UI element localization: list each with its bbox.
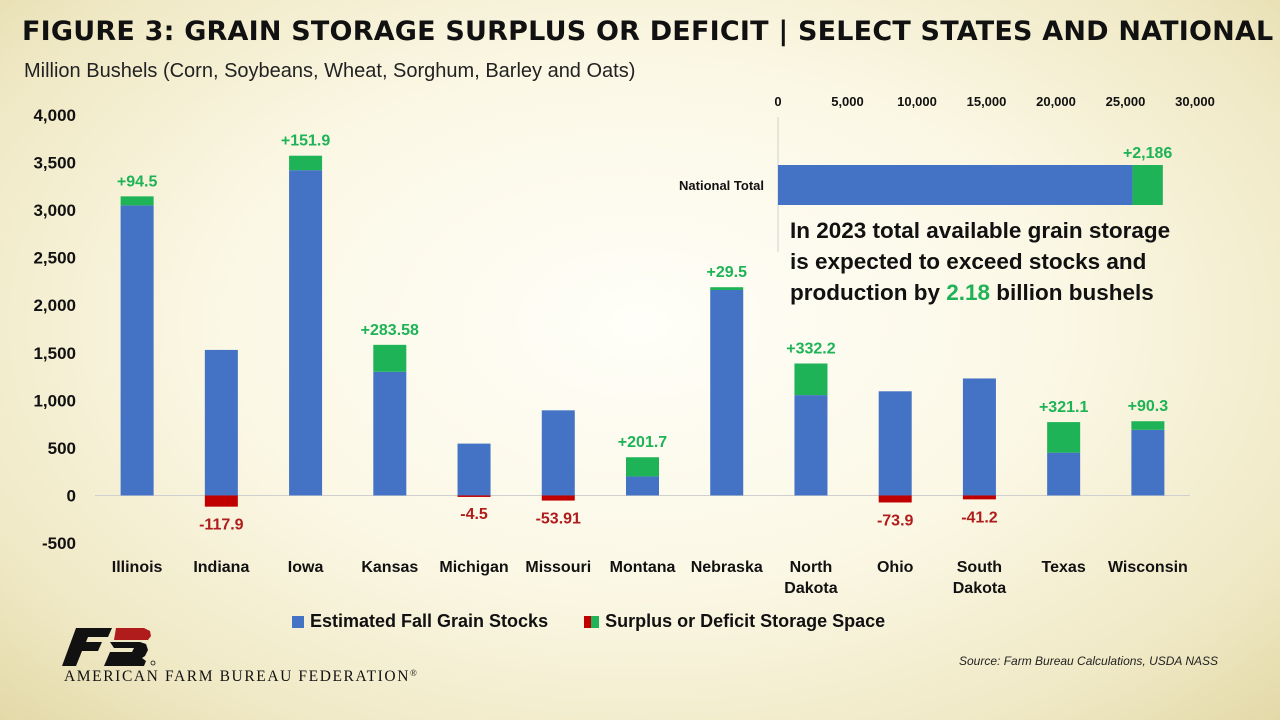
y-tick-label: 3,500: [33, 154, 76, 173]
x-tick-label-indiana: Indiana: [193, 559, 249, 576]
inset-x-tick-label: 15,000: [967, 94, 1007, 109]
inset-x-tick-label: 10,000: [897, 94, 937, 109]
y-tick-label: 2,500: [33, 249, 76, 268]
callout-text: In 2023 total available grain storage is…: [790, 215, 1220, 308]
y-tick-label: 1,000: [33, 391, 76, 410]
callout-line-2: is expected to exceed stocks and: [790, 249, 1147, 274]
x-tick-label-illinois: Illinois: [112, 559, 163, 576]
chart-legend: Estimated Fall Grain Stocks Surplus or D…: [292, 611, 885, 632]
data-label-michigan: -4.5: [460, 506, 488, 523]
y-tick-label: 2,000: [33, 296, 76, 315]
bar-national-surplus: [1132, 165, 1163, 205]
data-label-illinois: +94.5: [117, 173, 158, 190]
legend-label-surplus-deficit: Surplus or Deficit Storage Space: [605, 611, 886, 631]
callout-line-3-end: billion bushels: [990, 280, 1154, 305]
bar-stocks-ohio: [878, 391, 912, 496]
legend-label-stocks: Estimated Fall Grain Stocks: [310, 611, 549, 631]
x-tick-label-wisconsin: Wisconsin: [1108, 559, 1188, 576]
inset-x-tick-label: 0: [774, 94, 781, 109]
data-label-nebraska: +29.5: [706, 264, 747, 281]
bar-surplus-nebraska: [710, 287, 744, 291]
data-label-wisconsin: +90.3: [1128, 398, 1169, 415]
national-total-chart: 0 5,000 10,000 15,000 20,000 25,000 30,000 +2,1…: [679, 94, 1215, 252]
data-label-texas: +321.1: [1039, 399, 1088, 416]
bar-surplus-kansas: [373, 344, 407, 372]
data-label-montana: +201.7: [618, 434, 667, 451]
y-tick-label: 4,000: [33, 106, 76, 125]
bar-deficit-ohio: [878, 495, 912, 503]
bar-stocks-michigan: [457, 443, 491, 496]
bar-surplus-iowa: [289, 155, 323, 171]
bar-stocks-texas: [1047, 452, 1081, 496]
bar-stocks-illinois: [120, 205, 154, 496]
bar-deficit-missouri: [541, 495, 575, 501]
callout-line-3: production by 2.18 billion bushels: [790, 277, 1220, 308]
inset-x-tick-label: 25,000: [1106, 94, 1146, 109]
data-label-kansas: +283.58: [361, 322, 419, 339]
bar-surplus-wisconsin: [1131, 421, 1165, 430]
data-label-iowa: +151.9: [281, 133, 330, 150]
inset-x-tick-label: 5,000: [831, 94, 864, 109]
inset-x-tick-label: 30,000: [1175, 94, 1215, 109]
x-tick-label-michigan: Michigan: [439, 559, 508, 576]
bar-stocks-indiana: [204, 349, 238, 496]
bar-surplus-illinois: [120, 196, 154, 206]
bar-stocks-kansas: [373, 371, 407, 496]
bar-deficit-south-dakota: [962, 495, 996, 500]
bar-deficit-michigan: [457, 495, 491, 497]
bar-stocks-nebraska: [710, 290, 744, 496]
bar-surplus-texas: [1047, 422, 1081, 453]
bar-stocks-north-dakota: [794, 395, 828, 496]
fb-logo-icon: [62, 628, 156, 666]
x-tick-label-south-dakota: South Dakota: [953, 559, 1006, 597]
callout-line-3-start: production by: [790, 280, 947, 305]
callout-line-1: In 2023 total available grain storage: [790, 218, 1171, 243]
y-tick-label: -500: [42, 534, 76, 553]
x-tick-label-ohio: Ohio: [877, 559, 914, 576]
bar-stocks-montana: [626, 476, 659, 496]
y-tick-label: 500: [48, 439, 76, 458]
bar-stocks-iowa: [289, 170, 323, 496]
source-note: Source: Farm Bureau Calculations, USDA N…: [959, 654, 1218, 668]
bar-surplus-north-dakota: [794, 363, 828, 396]
bar-surplus-montana: [626, 457, 659, 477]
chart-title: FIGURE 3: GRAIN STORAGE SURPLUS OR DEFIC…: [22, 16, 1274, 47]
legend-swatch-surplus-deficit: [584, 615, 600, 628]
data-label-ohio: -73.9: [877, 512, 914, 529]
x-tick-label-montana: Montana: [610, 559, 676, 576]
legend-swatch-stocks: [292, 615, 304, 628]
bar-stocks-wisconsin: [1131, 429, 1165, 496]
bar-deficit-indiana: [204, 495, 238, 507]
y-tick-label: 3,000: [33, 201, 76, 220]
x-tick-label-iowa: Iowa: [288, 559, 324, 576]
org-name-text: AMERICAN FARM BUREAU FEDERATION: [64, 668, 410, 685]
y-tick-label: 1,500: [33, 344, 76, 363]
data-label-south-dakota: -41.2: [961, 509, 998, 526]
y-tick-label: 0: [67, 486, 76, 505]
data-label-indiana: -117.9: [199, 517, 244, 534]
org-name: AMERICAN FARM BUREAU FEDERATION®: [64, 668, 418, 686]
x-tick-label-nebraska: Nebraska: [691, 559, 763, 576]
legend-swatch-surplus: [591, 615, 600, 628]
registered-mark: ®: [409, 668, 419, 678]
bar-national-stocks: [778, 165, 1133, 205]
legend-swatch-deficit: [584, 615, 592, 628]
x-tick-label-north-dakota: North Dakota: [784, 559, 837, 597]
x-tick-label-texas: Texas: [1042, 559, 1086, 576]
x-tick-label-kansas: Kansas: [361, 559, 418, 576]
bar-stocks-missouri: [541, 410, 575, 496]
bar-stocks-south-dakota: [962, 378, 996, 496]
inset-category-label: National Total: [679, 178, 764, 193]
data-label-north-dakota: +332.2: [786, 341, 835, 358]
x-tick-label-missouri: Missouri: [525, 559, 591, 576]
callout-highlight-value: 2.18: [946, 280, 991, 305]
chart-subtitle: Million Bushels (Corn, Soybeans, Wheat, …: [24, 60, 636, 82]
data-label-national-total: +2,186: [1123, 145, 1172, 162]
inset-x-tick-label: 20,000: [1036, 94, 1076, 109]
data-label-missouri: -53.91: [536, 511, 581, 528]
state-bar-chart: -500 0 500 1,000 1,500 2,000 2,500 3,000 3,500 4,…: [33, 106, 1190, 597]
